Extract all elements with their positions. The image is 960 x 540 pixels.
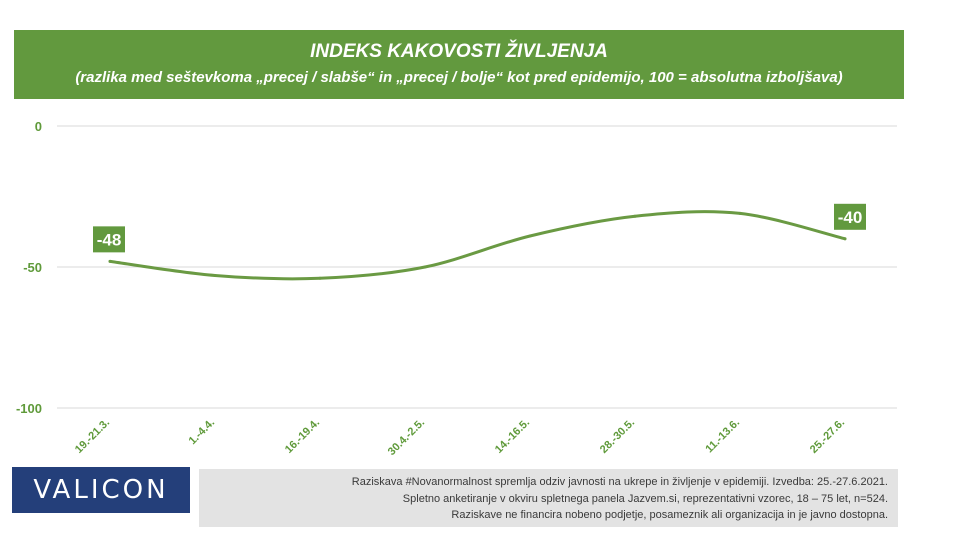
data-point [108, 259, 112, 263]
x-tick-label: 14.-16.5. [493, 417, 532, 456]
y-tick-label: 0 [35, 119, 42, 134]
y-tick-label: -100 [16, 401, 42, 416]
y-tick-label: -50 [23, 260, 42, 275]
logo-text: VALICON [33, 475, 169, 505]
x-tick-layer: 19.-21.3. 1.-4.4. 16.-19.4. 30.4.-2.5. 14.-1… [73, 417, 847, 458]
chart-subtitle: (razlika med seštevkoma „precej / slabše… [75, 69, 843, 86]
valicon-logo: VALICON [12, 467, 190, 513]
data-point [633, 214, 637, 218]
x-tick-label: 25.-27.6. [808, 417, 847, 456]
data-label-box [834, 203, 866, 230]
footer-note: Raziskava #Novanormalnost spremlja odziv… [199, 469, 898, 527]
data-point [528, 234, 532, 238]
series-layer [108, 210, 847, 281]
data-point [318, 276, 322, 280]
footer-line: Raziskava #Novanormalnost spremlja odziv… [351, 476, 888, 488]
footer-line: Spletno anketiranje v okviru spletnega p… [402, 492, 888, 505]
title-banner: INDEKS KAKOVOSTI ŽIVLJENJA (razlika med … [14, 30, 904, 99]
series-line [108, 210, 847, 281]
data-label: -48 [97, 230, 122, 249]
data-point [843, 237, 847, 241]
data-point [213, 273, 217, 277]
data-label: -40 [838, 208, 863, 227]
x-tick-label: 28.-30.5. [598, 417, 637, 456]
x-tick-label: 1.-4.4. [187, 417, 218, 448]
data-label-layer: -48 -40 [93, 203, 866, 253]
x-tick-label: 19.-21.3. [73, 417, 112, 456]
grid-layer [57, 125, 897, 409]
chart-title: INDEKS KAKOVOSTI ŽIVLJENJA [310, 41, 608, 62]
data-point [423, 265, 427, 269]
x-tick-label: 11.-13.6. [703, 417, 742, 456]
data-label-box [93, 226, 125, 253]
data-point [738, 211, 742, 215]
x-tick-label: 16.-19.4. [283, 417, 322, 456]
footer-line: Raziskave ne financira nobeno podjetje, … [451, 509, 888, 521]
x-tick-label: 30.4.-2.5. [386, 417, 427, 458]
y-tick-layer: 0 -50 -100 [16, 119, 42, 416]
